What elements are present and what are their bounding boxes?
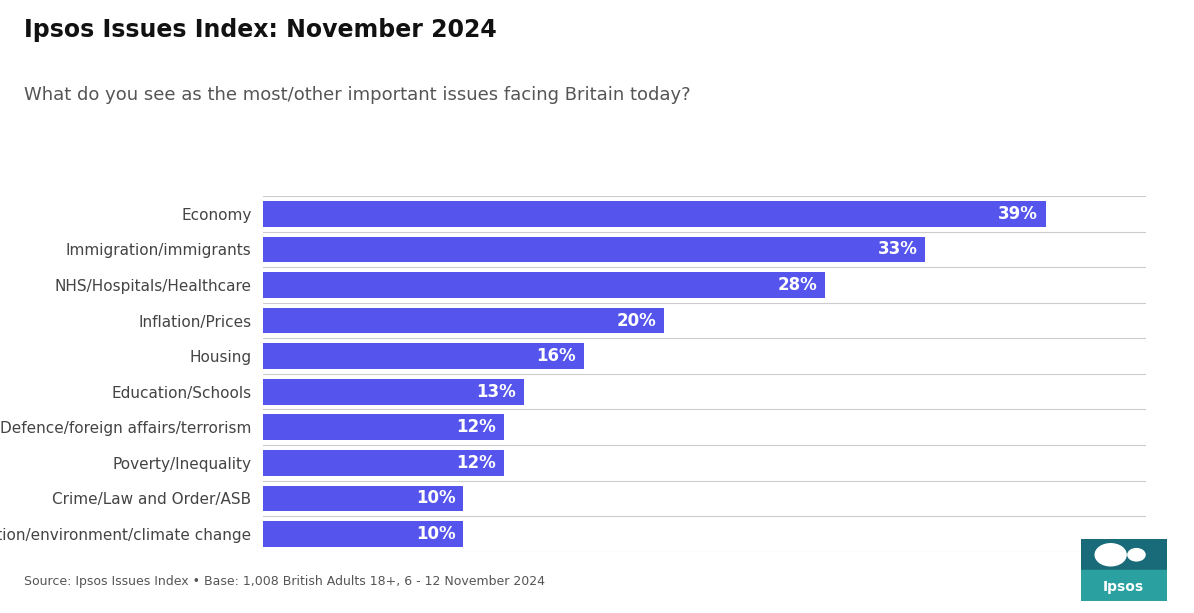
Text: What do you see as the most/other important issues facing Britain today?: What do you see as the most/other import… bbox=[24, 86, 690, 104]
Text: Source: Ipsos Issues Index • Base: 1,008 British Adults 18+, 6 - 12 November 202: Source: Ipsos Issues Index • Base: 1,008… bbox=[24, 576, 544, 588]
Bar bbox=[263, 308, 664, 333]
Text: 12%: 12% bbox=[456, 418, 496, 436]
Bar bbox=[263, 521, 463, 547]
Bar bbox=[263, 379, 524, 405]
Bar bbox=[263, 343, 584, 369]
Circle shape bbox=[1095, 544, 1126, 566]
Text: 10%: 10% bbox=[416, 489, 455, 508]
Text: 16%: 16% bbox=[536, 347, 576, 365]
Text: 20%: 20% bbox=[616, 311, 657, 330]
Text: 10%: 10% bbox=[416, 525, 455, 543]
Bar bbox=[263, 201, 1046, 227]
Text: 33%: 33% bbox=[878, 240, 917, 259]
Text: Ipsos Issues Index: November 2024: Ipsos Issues Index: November 2024 bbox=[24, 18, 497, 42]
Circle shape bbox=[1128, 549, 1145, 561]
Bar bbox=[263, 237, 925, 262]
Bar bbox=[263, 414, 504, 440]
Text: 39%: 39% bbox=[998, 205, 1038, 223]
Text: Ipsos: Ipsos bbox=[1103, 581, 1144, 594]
Bar bbox=[263, 450, 504, 476]
Bar bbox=[263, 272, 825, 298]
Text: 12%: 12% bbox=[456, 454, 496, 472]
Bar bbox=[263, 485, 463, 511]
Bar bbox=[1081, 539, 1167, 570]
Text: 13%: 13% bbox=[476, 383, 516, 401]
Text: 28%: 28% bbox=[777, 276, 817, 294]
Bar bbox=[1081, 570, 1167, 601]
